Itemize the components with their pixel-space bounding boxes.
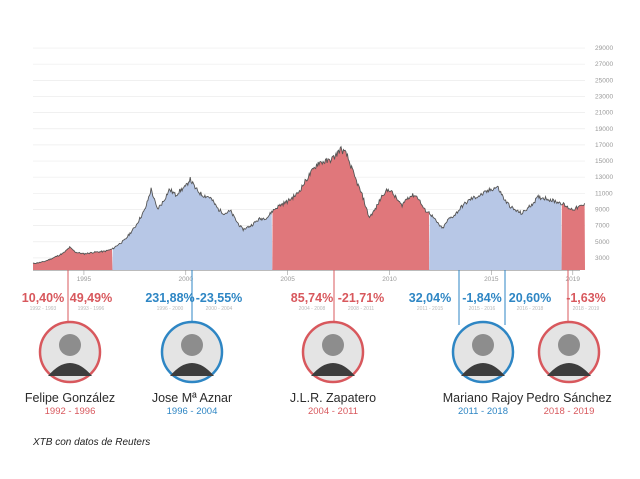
y-tick-label: 21000 [595, 110, 613, 117]
y-tick-label: 11000 [595, 190, 613, 197]
portrait-body-icon [461, 363, 505, 376]
leader-years: 2004 - 2011 [308, 406, 358, 417]
period-area-blue [112, 177, 273, 270]
y-tick-label: 7000 [595, 223, 610, 230]
period-area-blue [429, 186, 562, 270]
period-return-label: -21,71% [338, 291, 385, 305]
portrait-head-icon [181, 334, 203, 356]
y-tick-label: 27000 [595, 61, 613, 68]
leader-name: Pedro Sánchez [526, 391, 611, 405]
y-tick-label: 29000 [595, 45, 613, 52]
portrait-body-icon [48, 363, 92, 376]
leader-name: J.L.R. Zapatero [290, 391, 376, 405]
period-return-label: 32,04% [409, 291, 451, 305]
period-dates-label: 2015 - 2016 [469, 306, 496, 312]
period-return-label: -1,63% [566, 291, 606, 305]
period-return-label: -1,84% [462, 291, 502, 305]
period-return-label: 49,49% [70, 291, 112, 305]
price-line [32, 145, 586, 264]
period-return-label: 231,88% [145, 291, 194, 305]
period-return-label: 85,74% [291, 291, 333, 305]
period-area-red [272, 146, 430, 270]
portrait-body-icon [547, 363, 591, 376]
y-tick-label: 23000 [595, 93, 613, 100]
period-area-red [33, 246, 113, 270]
x-tick-label: 2005 [280, 276, 295, 283]
period-dates-label: 2011 - 2015 [417, 306, 444, 312]
period-dates-label: 2000 - 2004 [206, 306, 233, 312]
leader-years: 2011 - 2018 [458, 406, 508, 417]
leader-name: Jose Mª Aznar [152, 391, 232, 405]
leader-name: Felipe González [25, 391, 115, 405]
period-return-label: -23,55% [196, 291, 243, 305]
x-tick-label: 2000 [179, 276, 194, 283]
y-tick-label: 13000 [595, 174, 613, 181]
period-dates-label: 1993 - 1996 [78, 306, 105, 312]
x-tick-label: 2019 [566, 276, 581, 283]
portrait-head-icon [322, 334, 344, 356]
y-tick-label: 5000 [595, 239, 610, 246]
portrait-body-icon [311, 363, 355, 376]
x-tick-label: 1995 [77, 276, 92, 283]
period-return-label: 10,40% [22, 291, 64, 305]
y-tick-label: 9000 [595, 206, 610, 213]
period-dates-label: 2008 - 2011 [348, 306, 375, 312]
x-tick-label: 2010 [382, 276, 397, 283]
y-tick-label: 17000 [595, 142, 613, 149]
chart: 3000 5000 7000 9000 11000 13000 15000 17000 1900… [22, 45, 614, 417]
period-return-label: 20,60% [509, 291, 551, 305]
annotations: 10,40%1992 - 1993 49,49%1993 - 1996 231,88… [22, 291, 606, 312]
portrait-head-icon [558, 334, 580, 356]
period-area-red [561, 202, 585, 270]
leader-years: 2018 - 2019 [544, 406, 595, 417]
x-axis-ticks: 1995 2000 2005 2010 2015 2019 [77, 270, 581, 283]
y-tick-label: 3000 [595, 255, 610, 262]
leader-lines [67, 270, 569, 325]
period-dates-label: 2004 - 2008 [299, 306, 326, 312]
portrait-head-icon [472, 334, 494, 356]
price-series-line [32, 145, 586, 264]
y-tick-label: 25000 [595, 77, 613, 84]
period-dates-label: 1996 - 2000 [157, 306, 184, 312]
x-tick-label: 2015 [484, 276, 499, 283]
period-dates-label: 2016 - 2018 [517, 306, 544, 312]
period-dates-label: 1992 - 1993 [30, 306, 57, 312]
y-tick-label: 19000 [595, 126, 613, 133]
y-axis-ticks: 3000 5000 7000 9000 11000 13000 15000 17000 1900… [595, 45, 613, 262]
leader-years: 1996 - 2004 [167, 406, 218, 417]
source-note: XTB con datos de Reuters [33, 437, 151, 448]
area-fills [33, 146, 585, 270]
leader-name: Mariano Rajoy [443, 391, 524, 405]
portrait-body-icon [170, 363, 214, 376]
y-tick-label: 15000 [595, 158, 613, 165]
portrait-head-icon [59, 334, 81, 356]
period-dates-label: 2018 - 2019 [573, 306, 600, 312]
leader-years: 1992 - 1996 [45, 406, 96, 417]
